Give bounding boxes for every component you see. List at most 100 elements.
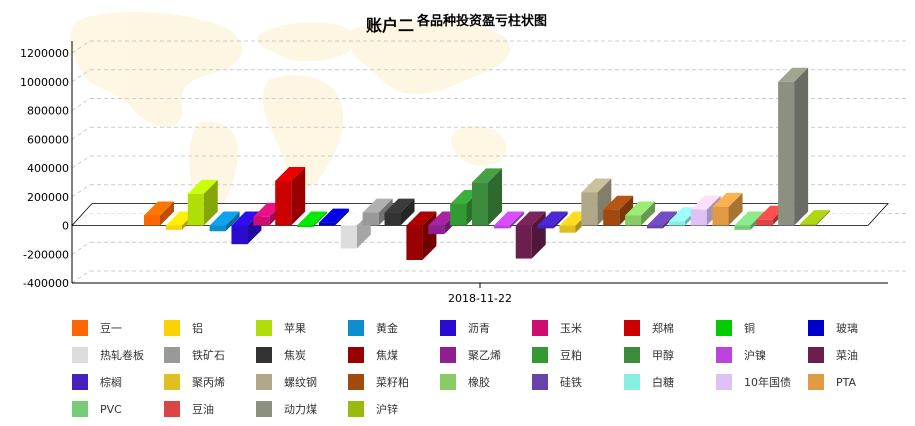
bar-front <box>537 225 554 229</box>
legend-swatch <box>164 401 180 417</box>
legend-item[interactable]: 菜籽粕 <box>348 374 409 390</box>
bar <box>297 211 328 227</box>
bar-front <box>756 219 773 226</box>
legend-item[interactable]: 聚乙烯 <box>440 347 501 363</box>
bar-side <box>203 179 218 226</box>
bar-front <box>778 81 795 226</box>
legend-label: 豆粕 <box>560 349 582 362</box>
legend-swatch <box>72 374 88 390</box>
legend-swatch <box>164 374 180 390</box>
bar-front <box>253 216 270 226</box>
legend-swatch <box>348 401 364 417</box>
legend-item[interactable]: 豆一 <box>72 320 122 336</box>
bar-front <box>275 180 292 226</box>
legend-item[interactable]: 黄金 <box>348 320 398 336</box>
legend-item[interactable]: 螺纹钢 <box>256 374 317 390</box>
y-tick-label: 1200000 <box>20 47 69 60</box>
y-tick-label: 400000 <box>27 162 69 175</box>
bar-front <box>603 209 620 226</box>
bar-top <box>187 179 218 194</box>
bar <box>472 168 502 226</box>
legend-item[interactable]: 硅铁 <box>532 374 582 390</box>
legend-swatch <box>440 320 456 336</box>
legend-swatch <box>532 347 548 363</box>
bar-top <box>603 195 634 210</box>
legend-item[interactable]: 沪锌 <box>348 401 398 417</box>
legend-item[interactable]: 白糖 <box>624 374 674 390</box>
grid-line <box>71 155 91 169</box>
legend-label: 豆一 <box>100 322 122 335</box>
bar-top <box>800 210 830 225</box>
bar-front <box>318 222 335 226</box>
legend-label: 棕榈 <box>100 376 122 389</box>
bar-front <box>581 192 598 226</box>
legend-label: 郑棉 <box>652 322 674 335</box>
legend-label: 沪镍 <box>744 349 766 362</box>
grid-line <box>71 40 91 54</box>
bar <box>384 198 415 226</box>
y-tick-label: 200000 <box>27 191 69 204</box>
legend-item[interactable]: 玻璃 <box>808 320 858 336</box>
legend-item[interactable]: 沥青 <box>440 320 490 336</box>
legend-swatch <box>532 320 548 336</box>
bar-top <box>493 211 524 226</box>
legend-item[interactable]: 10年国债 <box>716 374 791 390</box>
bar-side <box>291 166 306 226</box>
legend-item[interactable]: PVC <box>72 401 122 417</box>
legend-item[interactable]: 棕榈 <box>72 374 122 390</box>
bar-front <box>690 209 707 226</box>
x-category-label: 2018-11-22 <box>448 292 512 305</box>
legend-label: 黄金 <box>376 322 398 335</box>
legend-item[interactable]: 苹果 <box>256 320 306 336</box>
bar <box>646 211 677 229</box>
bar <box>209 211 240 232</box>
legend-label: PTA <box>836 375 857 389</box>
bar-top <box>297 211 328 226</box>
bar-front <box>493 225 510 229</box>
legend-item[interactable]: 聚丙烯 <box>164 374 225 390</box>
legend-item[interactable]: 铝 <box>164 320 203 336</box>
legend-item[interactable]: 沪镍 <box>716 347 766 363</box>
bar <box>537 211 568 229</box>
bar-front <box>165 225 182 230</box>
legend-label: 聚丙烯 <box>192 376 225 389</box>
bar-front <box>406 225 423 260</box>
legend-item[interactable]: 铜 <box>716 320 755 336</box>
legend-label: 铜 <box>744 322 755 335</box>
legend-item[interactable]: 甲醇 <box>624 347 674 363</box>
legend-item[interactable]: 豆粕 <box>532 347 582 363</box>
bar <box>493 211 524 229</box>
bar-top <box>625 201 656 216</box>
y-tick-label: 1000000 <box>20 76 69 89</box>
bar-side <box>225 211 240 232</box>
legend-label: 硅铁 <box>560 376 582 389</box>
legend-swatch <box>808 320 824 336</box>
bar <box>275 166 306 226</box>
legend-swatch <box>164 347 180 363</box>
legend-swatch <box>808 374 824 390</box>
bar-front <box>384 212 401 226</box>
bar-front <box>428 225 445 235</box>
legend-item[interactable]: 橡胶 <box>440 374 490 390</box>
legend-item[interactable]: 动力煤 <box>256 401 317 417</box>
legend-swatch <box>72 347 88 363</box>
legend-item[interactable]: 焦炭 <box>256 347 306 363</box>
legend-swatch <box>72 401 88 417</box>
legend-item[interactable]: 焦煤 <box>348 347 398 363</box>
legend-item[interactable]: 豆油 <box>164 401 214 417</box>
bar <box>144 201 174 226</box>
legend-swatch <box>440 347 456 363</box>
legend-item[interactable]: 菜油 <box>808 347 858 363</box>
legend-item[interactable]: 玉米 <box>532 320 582 336</box>
legend-item[interactable]: 热轧卷板 <box>72 347 144 363</box>
bar-top <box>384 198 415 213</box>
legend-swatch <box>440 374 456 390</box>
bar-top <box>209 211 240 226</box>
legend-item[interactable]: 铁矿石 <box>164 347 225 363</box>
legend-item[interactable]: PTA <box>808 374 856 390</box>
bar-top <box>712 192 743 207</box>
bar-front <box>668 221 685 226</box>
legend-label: 铁矿石 <box>192 349 225 362</box>
legend-item[interactable]: 郑棉 <box>624 320 674 336</box>
bar-front <box>472 182 488 226</box>
